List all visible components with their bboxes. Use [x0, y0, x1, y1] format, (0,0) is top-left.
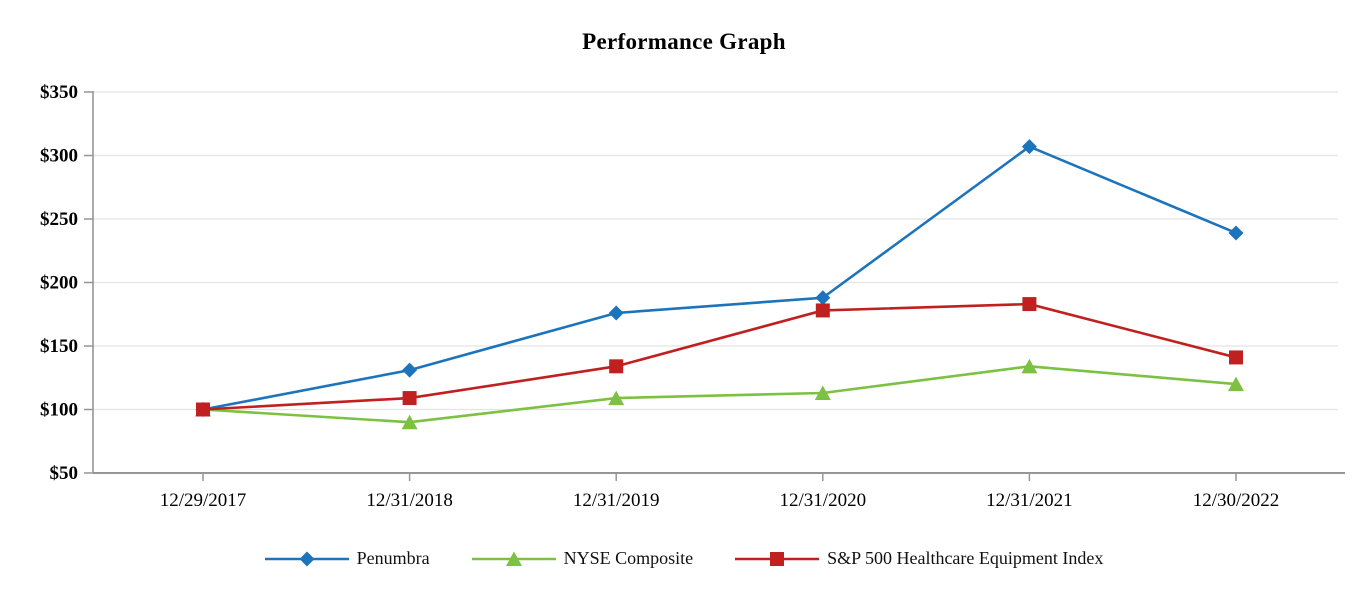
- square-marker: [770, 551, 785, 566]
- legend-label: NYSE Composite: [563, 548, 694, 568]
- diamond-marker: [1228, 225, 1244, 241]
- legend-diamond-swatch: [264, 551, 349, 566]
- diamond-marker: [608, 305, 624, 321]
- series-line-nyse-composite: [202, 365, 1237, 424]
- chart-title: Performance Graph: [582, 29, 786, 54]
- triangle-marker: [1228, 376, 1244, 392]
- diamond-marker: [815, 290, 831, 306]
- performance-line-chart: $50 $100 $150 $200 $250 $300 $350 12/29/2017 12/…: [40, 82, 1345, 511]
- diamond-marker: [299, 551, 315, 566]
- triangle-marker: [505, 551, 522, 566]
- y-axis-label: $150: [40, 336, 78, 357]
- legend-item-s-p-500-healthcare-equipment-index: S&P 500 Healthcare Equipment Index: [735, 548, 1103, 569]
- legend-triangle-swatch: [471, 551, 556, 566]
- y-axis-label: $350: [40, 82, 78, 103]
- square-marker: [1022, 297, 1037, 312]
- square-marker: [196, 402, 210, 417]
- triangle-marker: [814, 385, 831, 400]
- square-marker: [609, 359, 624, 374]
- x-axis-label: 12/30/2022: [1193, 490, 1280, 511]
- x-axis-label: 12/31/2019: [573, 490, 660, 511]
- triangle-marker: [1021, 358, 1038, 374]
- x-axis-label: 12/31/2021: [986, 490, 1073, 511]
- x-axis-label: 12/31/2018: [366, 490, 453, 511]
- triangle-marker: [608, 390, 625, 406]
- legend-square-swatch: [735, 551, 820, 566]
- series-line-penumbra: [202, 145, 1237, 411]
- diamond-marker: [1021, 139, 1037, 155]
- legend-label: Penumbra: [356, 548, 430, 568]
- y-axis-label: $200: [40, 273, 78, 294]
- square-marker: [1229, 350, 1243, 365]
- y-axis-label: $50: [50, 463, 79, 484]
- y-axis-label: $300: [40, 146, 78, 167]
- chart-legend: Penumbra NYSE Composite S&P 500 Healthcare…: [0, 548, 1368, 569]
- square-marker: [815, 303, 830, 318]
- y-axis-label: $250: [40, 209, 78, 230]
- x-axis-label: 12/29/2017: [160, 490, 247, 511]
- square-marker: [402, 391, 417, 406]
- x-axis-label: 12/31/2020: [780, 490, 867, 511]
- triangle-marker: [401, 414, 418, 430]
- series-line-s-p-500-healthcare-equipment-index: [202, 302, 1237, 411]
- y-axis-label: $100: [40, 400, 78, 421]
- legend-label: S&P 500 Healthcare Equipment Index: [827, 548, 1104, 568]
- diamond-marker: [402, 362, 418, 378]
- legend-item-penumbra: Penumbra: [264, 548, 430, 569]
- legend-item-nyse-composite: NYSE Composite: [471, 548, 694, 569]
